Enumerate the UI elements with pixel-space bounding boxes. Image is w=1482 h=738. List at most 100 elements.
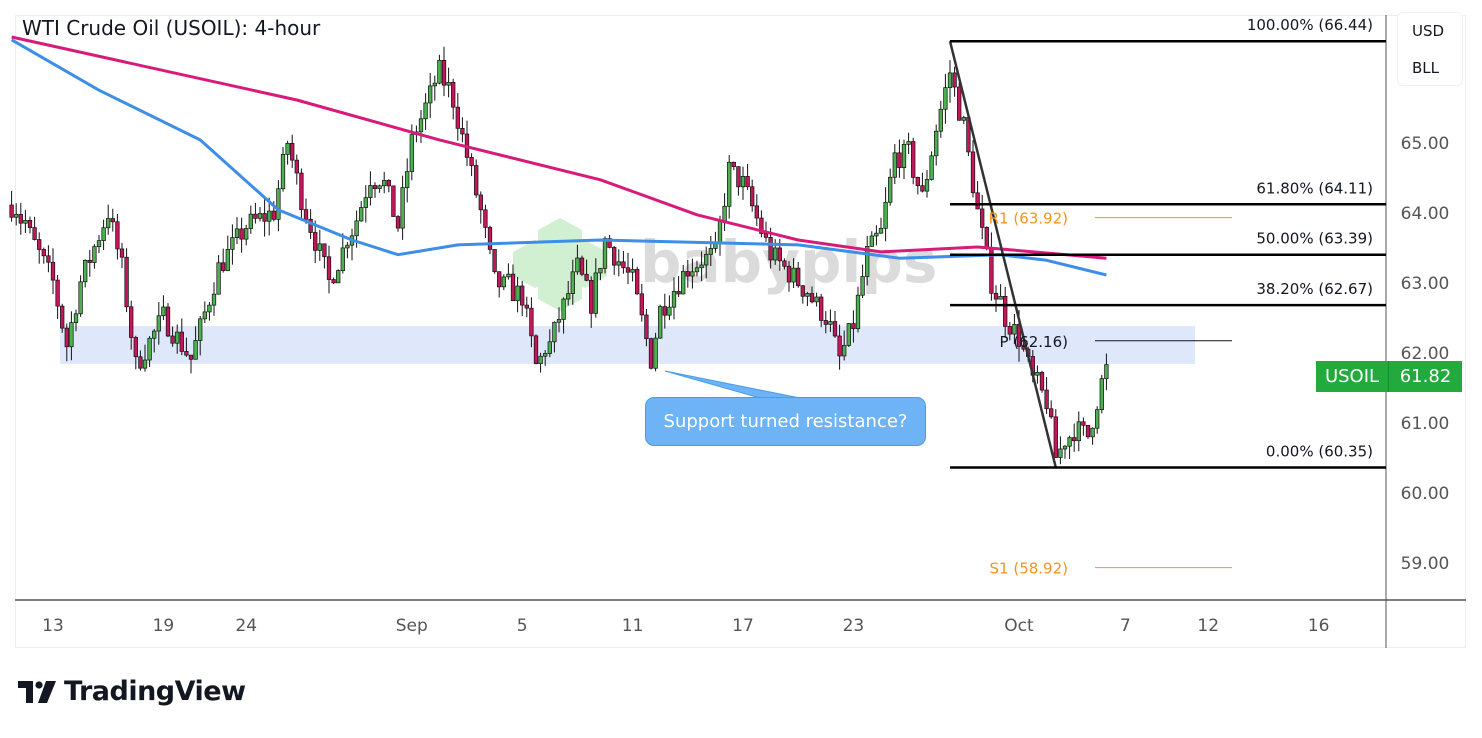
candle-body: [18, 214, 23, 224]
candle-body: [202, 311, 207, 320]
candle: [193, 326, 198, 360]
candle-body: [478, 194, 483, 211]
x-tick-label: 12: [1197, 616, 1219, 636]
candle: [602, 236, 608, 274]
candle: [759, 210, 764, 238]
candle-body: [432, 82, 437, 87]
candle-body: [556, 319, 562, 323]
candle: [658, 304, 663, 339]
candle: [860, 264, 865, 299]
candle-body: [78, 281, 83, 315]
candle-body: [694, 267, 700, 273]
candle: [1039, 370, 1045, 393]
candle-body: [299, 172, 304, 210]
candle-body: [690, 271, 695, 277]
candle: [1062, 445, 1068, 459]
candle: [198, 315, 203, 356]
candle: [69, 311, 74, 361]
candle-body: [704, 253, 709, 266]
candle-body: [1076, 421, 1081, 442]
candle-body: [800, 285, 805, 297]
candle: [901, 139, 907, 180]
candle: [828, 309, 833, 332]
candle: [239, 217, 244, 253]
candle: [386, 179, 391, 193]
candle-body: [115, 221, 120, 250]
candle-body: [897, 152, 902, 169]
x-tick-label: Sep: [396, 616, 428, 636]
candle: [101, 219, 106, 251]
candle: [736, 166, 741, 196]
candle-body: [336, 270, 341, 284]
candle: [432, 75, 437, 101]
candle-body: [851, 323, 856, 330]
candle-body: [46, 255, 51, 263]
candle-body: [865, 246, 870, 277]
candle-body: [64, 327, 69, 348]
candle: [446, 67, 451, 98]
candle-body: [106, 218, 111, 229]
candle-body: [1099, 378, 1104, 410]
candle-body: [782, 260, 787, 267]
pivot-label: S1 (58.92): [990, 560, 1068, 578]
candle-body: [593, 272, 598, 314]
candle-body: [9, 204, 14, 218]
candle: [87, 250, 92, 277]
candle-body: [598, 268, 603, 274]
candle: [796, 262, 801, 288]
candle-body: [754, 205, 759, 219]
candle-body: [837, 335, 842, 357]
candle-body: [211, 293, 217, 306]
candle: [230, 224, 235, 265]
candle: [648, 337, 654, 370]
candle: [653, 332, 658, 372]
candle-body: [395, 216, 401, 229]
candle: [819, 293, 824, 328]
candle: [681, 264, 686, 295]
candle-body: [570, 271, 575, 294]
candle: [1099, 374, 1104, 414]
candle-body: [1058, 448, 1063, 458]
candle: [1072, 423, 1077, 452]
candle: [694, 260, 700, 277]
candle-body: [961, 117, 966, 121]
candle: [520, 280, 525, 317]
candle-body: [980, 208, 985, 228]
candle: [745, 163, 750, 190]
candle: [708, 235, 713, 267]
fib-level-label: 100.00% (66.44): [1247, 16, 1373, 34]
candle: [349, 228, 355, 261]
candle-body: [501, 276, 506, 288]
candle: [83, 259, 88, 288]
currency-unit-box[interactable]: USD BLL: [1397, 12, 1463, 86]
candle-body: [662, 306, 667, 316]
candle: [147, 336, 152, 368]
candle-body: [27, 220, 33, 228]
candle: [878, 217, 884, 234]
candle-body: [87, 259, 92, 263]
candle: [32, 216, 37, 241]
candle-body: [446, 82, 451, 86]
candle-body: [92, 246, 97, 263]
candle: [943, 73, 948, 124]
candle: [152, 328, 157, 353]
candle: [814, 292, 819, 307]
candle: [952, 66, 957, 97]
fib-level-label: 0.00% (60.35): [1266, 443, 1373, 461]
candle: [382, 171, 387, 194]
candle-body: [506, 273, 511, 278]
candle-body: [938, 108, 943, 132]
candle-body: [207, 304, 212, 313]
annotation-callout[interactable]: Support turned resistance?: [645, 397, 926, 446]
candle: [989, 232, 994, 301]
candle: [276, 180, 281, 232]
candle-body: [791, 267, 796, 283]
tradingview-logo[interactable]: TradingView: [18, 676, 246, 707]
y-tick-label: 60.00: [1401, 484, 1450, 504]
candle: [405, 158, 410, 203]
candle-body: [382, 180, 387, 187]
candle: [667, 295, 672, 321]
candle: [897, 139, 902, 178]
candle-body: [920, 185, 925, 192]
